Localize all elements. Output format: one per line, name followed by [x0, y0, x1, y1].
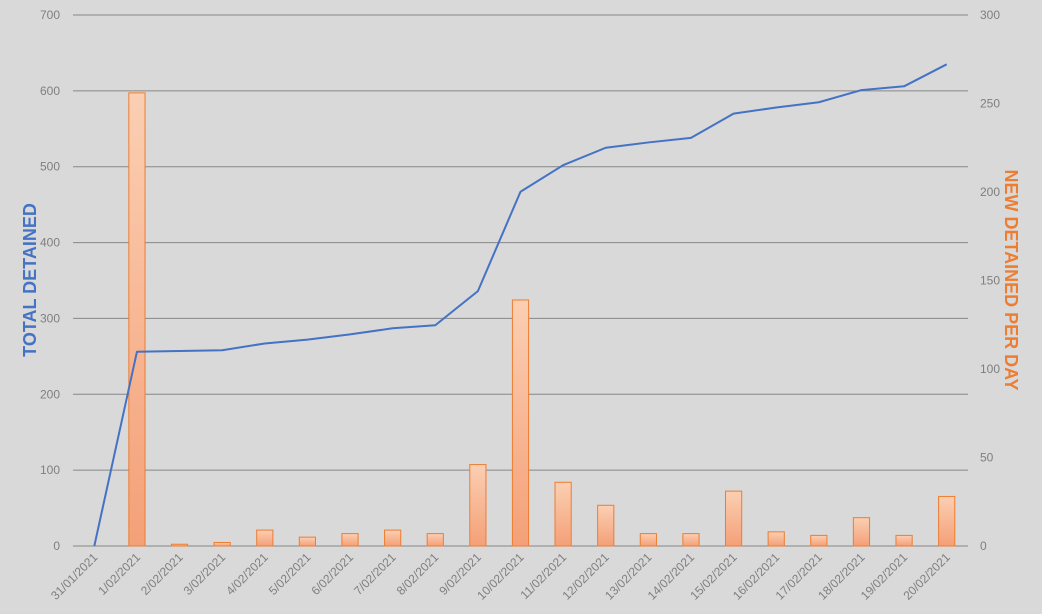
right-tick-label: 100	[980, 362, 1000, 376]
bar	[682, 533, 700, 547]
x-tick-label: 7/02/2021	[351, 550, 399, 598]
right-tick-label: 150	[980, 274, 1000, 288]
left-tick-label: 100	[40, 463, 60, 477]
right-tick-label: 200	[980, 185, 1000, 199]
bar	[426, 533, 444, 547]
right-tick-label: 250	[980, 97, 1000, 111]
left-axis-title: TOTAL DETAINED	[20, 203, 40, 357]
bar	[724, 490, 743, 547]
bar	[938, 495, 956, 547]
bar	[128, 92, 146, 547]
x-tick-label: 6/02/2021	[308, 550, 356, 598]
x-tick-label: 20/02/2021	[900, 550, 953, 603]
bar	[810, 534, 828, 547]
left-tick-label: 700	[40, 8, 60, 22]
right-tick-label: 0	[980, 539, 987, 553]
left-tick-label: 600	[40, 84, 60, 98]
bar	[767, 531, 785, 547]
left-tick-label: 300	[40, 311, 60, 325]
bar	[597, 504, 615, 547]
x-tick-label: 4/02/2021	[223, 550, 271, 598]
x-tick-label: 3/02/2021	[181, 550, 229, 598]
bar	[639, 533, 657, 547]
bar	[256, 529, 274, 547]
right-tick-label: 300	[980, 8, 1000, 22]
bar	[213, 541, 231, 547]
bar-series	[128, 92, 956, 547]
left-axis-ticks: 0 100 200 300 400 500 600 700	[40, 8, 60, 553]
x-tick-label: 1/02/2021	[95, 550, 143, 598]
x-axis-ticks: 31/01/20211/02/20212/02/20213/02/20214/0…	[48, 550, 953, 603]
left-tick-label: 200	[40, 387, 60, 401]
bar	[895, 534, 913, 547]
x-tick-label: 5/02/2021	[266, 550, 314, 598]
right-axis-ticks: 0 50 100 150 200 250 300	[980, 8, 1000, 553]
bar	[170, 543, 189, 547]
left-tick-label: 400	[40, 236, 60, 250]
bar	[384, 529, 402, 547]
bar	[469, 464, 487, 547]
line-series	[93, 63, 948, 547]
bar	[511, 299, 530, 547]
right-tick-label: 50	[980, 451, 994, 465]
bar	[298, 536, 317, 547]
bar	[852, 517, 871, 547]
bar	[554, 481, 572, 547]
x-tick-label: 8/02/2021	[394, 550, 442, 598]
left-tick-label: 500	[40, 160, 60, 174]
x-tick-label: 2/02/2021	[138, 550, 186, 598]
right-axis-title: NEW DETAINED PER DAY	[1001, 169, 1021, 390]
left-tick-label: 0	[53, 539, 60, 553]
bar	[341, 533, 359, 547]
x-tick-label: 31/01/2021	[48, 550, 101, 603]
